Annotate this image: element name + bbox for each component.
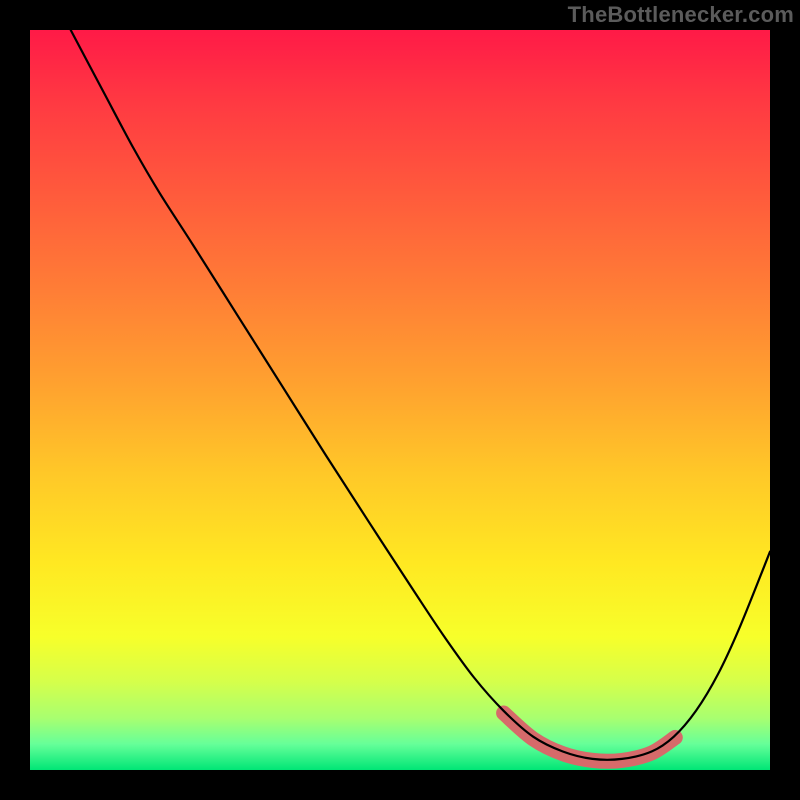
watermark-text: TheBottlenecker.com: [568, 2, 794, 28]
bottleneck-chart: [0, 0, 800, 800]
chart-background: [30, 30, 770, 770]
